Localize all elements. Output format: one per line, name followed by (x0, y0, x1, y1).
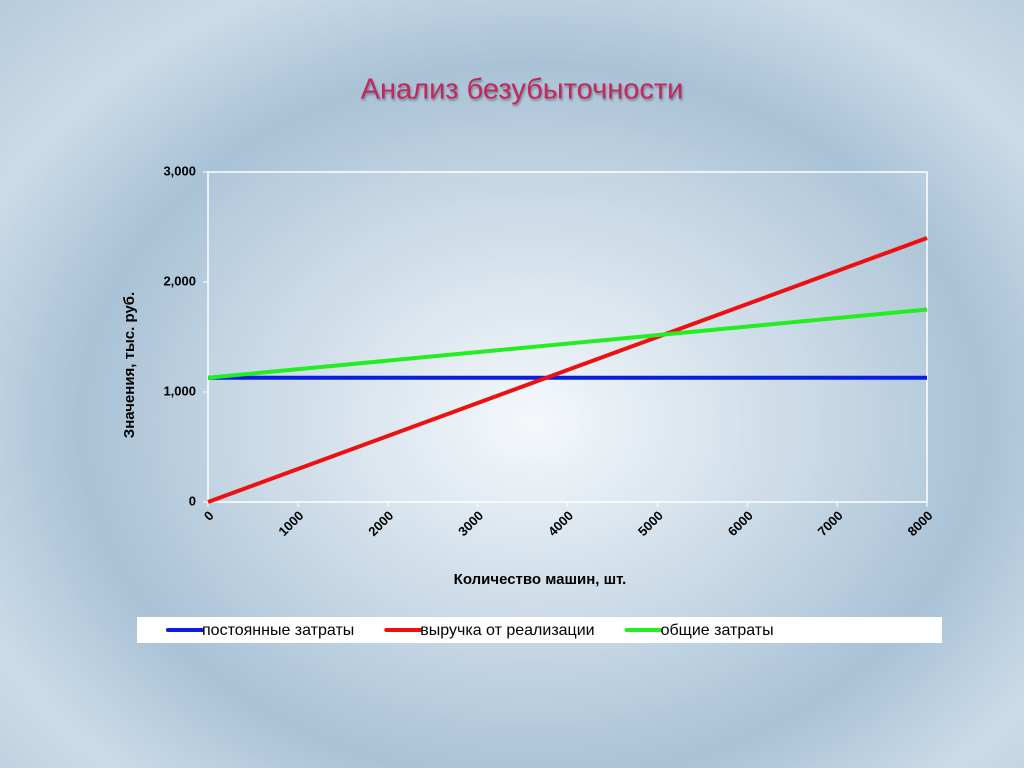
x-tick-label: 6000 (725, 508, 756, 539)
y-tick-label: 3,000 (163, 163, 196, 178)
x-tick-label: 5000 (635, 508, 666, 539)
y-axis-label: Значения, тыс. руб. (121, 292, 138, 438)
x-tick-label: 2000 (365, 508, 396, 539)
plot-area (207, 171, 928, 503)
chart-title: Анализ безубыточности (361, 74, 684, 106)
y-tick-label: 0 (189, 493, 196, 508)
x-tick-label: 4000 (545, 508, 576, 539)
x-tick-label: 8000 (904, 508, 935, 539)
legend-label: выручка от реализации (420, 622, 594, 639)
x-tick-label: 3000 (455, 508, 486, 539)
y-tick-label: 1,000 (163, 383, 196, 398)
x-tick-label: 7000 (815, 508, 846, 539)
x-tick-label: 0 (201, 508, 217, 524)
y-tick-label: 2,000 (163, 273, 196, 288)
series-line (207, 307, 928, 380)
legend-label: постоянные затраты (202, 622, 354, 639)
legend-label: общие затраты (661, 622, 774, 639)
legend (137, 617, 942, 643)
x-axis-label: Количество машин, шт. (454, 571, 627, 588)
x-tick-label: 1000 (275, 508, 306, 539)
series-line (207, 236, 928, 504)
